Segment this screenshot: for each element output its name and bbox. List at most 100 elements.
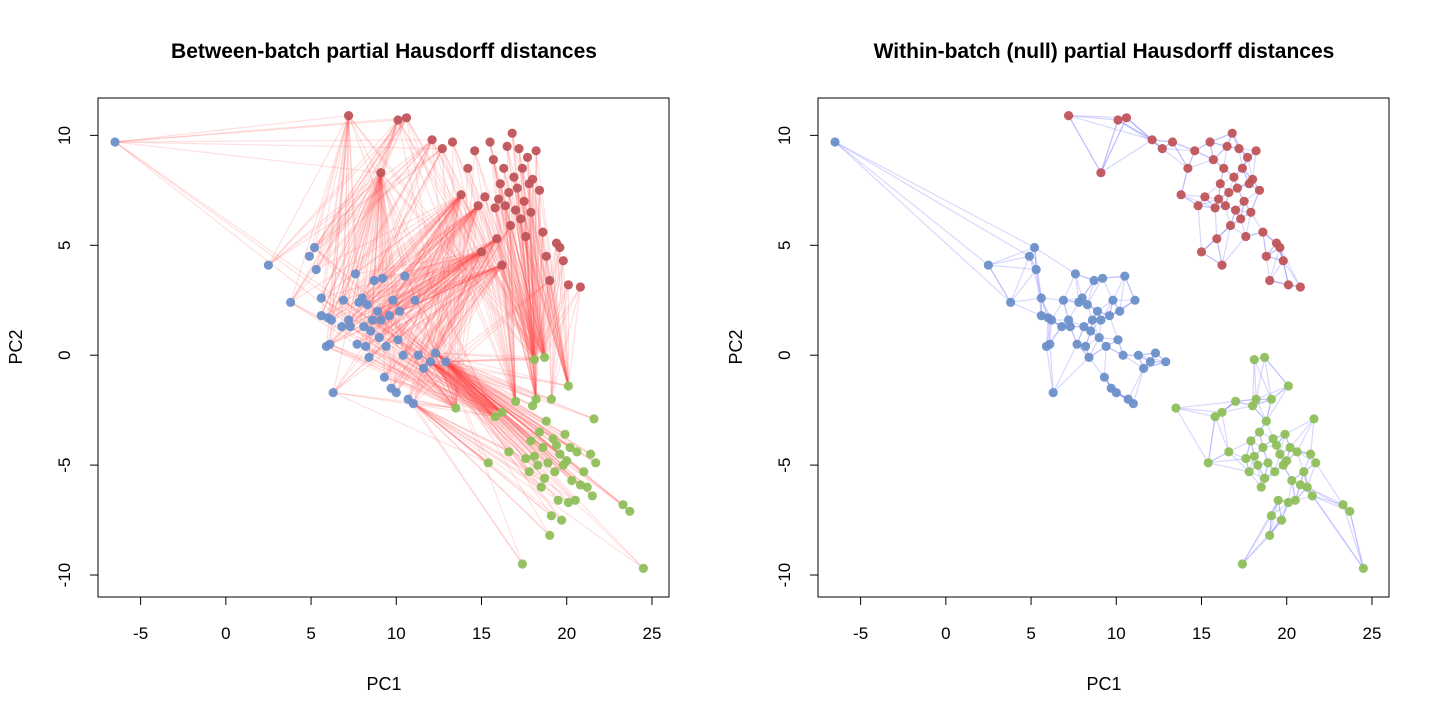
x-tick-label: -5 [133, 624, 148, 643]
distance-line [382, 251, 482, 279]
distance-line [533, 284, 569, 360]
distance-line [523, 201, 569, 387]
distance-line [525, 236, 535, 360]
distance-line [511, 133, 535, 360]
data-point [529, 355, 539, 365]
data-point [1241, 453, 1251, 464]
data-point [536, 482, 546, 492]
data-point [490, 203, 500, 213]
data-point [1222, 141, 1232, 151]
distance-line [429, 205, 479, 362]
distance-line [1119, 276, 1126, 312]
distance-line [423, 367, 496, 418]
data-point [350, 269, 360, 279]
distance-line [372, 238, 498, 321]
data-point [507, 128, 517, 138]
data-point [1036, 293, 1046, 303]
distance-line [397, 264, 503, 341]
distance-line [455, 205, 479, 409]
distance-line [326, 345, 496, 418]
distance-line [356, 264, 503, 345]
data-point [1275, 242, 1285, 253]
distance-line [445, 361, 540, 433]
data-point [1118, 350, 1128, 360]
distance-line [513, 176, 569, 387]
data-point [1048, 388, 1058, 398]
data-point [263, 260, 273, 270]
distance-line [508, 192, 546, 358]
distance-line [501, 264, 546, 358]
data-point [1171, 403, 1181, 413]
distance-line [445, 238, 498, 363]
distance-line [423, 368, 457, 409]
data-point [1079, 322, 1089, 332]
distance-line [1068, 115, 1119, 121]
distance-line [434, 194, 462, 354]
data-point [1251, 146, 1261, 156]
data-point [1217, 260, 1227, 270]
distance-line [267, 115, 350, 266]
y-tick-label: 5 [775, 241, 794, 250]
data-point [1208, 155, 1218, 165]
data-point [1246, 207, 1256, 217]
data-point [1256, 482, 1266, 492]
distance-line [430, 361, 549, 464]
distance-line [544, 260, 564, 358]
data-point [510, 396, 521, 406]
distance-line [366, 172, 382, 305]
distance-line [397, 119, 546, 358]
distance-line [445, 361, 527, 459]
distance-line [367, 238, 498, 306]
data-point [485, 137, 495, 147]
data-point [381, 341, 391, 351]
distance-line [412, 403, 552, 517]
distance-line [412, 403, 644, 569]
data-point [1087, 315, 1097, 325]
distance-line [356, 172, 382, 345]
data-point [425, 357, 435, 367]
distance-line [530, 212, 537, 400]
distance-line [377, 310, 457, 409]
distance-line [435, 352, 545, 358]
distance-line [435, 352, 552, 400]
data-point [517, 559, 528, 569]
distance-line [455, 251, 483, 409]
distance-line [397, 119, 535, 360]
distance-line [1221, 412, 1230, 453]
distance-line [435, 352, 535, 457]
data-point [1283, 497, 1293, 508]
distance-line [1241, 500, 1279, 565]
distance-line [1311, 495, 1364, 569]
distance-line [412, 280, 551, 405]
distance-line [430, 361, 516, 402]
distance-line [320, 119, 399, 299]
distance-line [498, 198, 537, 400]
x-tick-label: 0 [941, 624, 950, 643]
distance-line [417, 205, 479, 356]
distance-line [555, 243, 569, 387]
distance-line [434, 205, 479, 354]
distance-line [1052, 343, 1078, 393]
data-point [1232, 183, 1242, 193]
distance-line [504, 205, 537, 400]
distance-line [445, 361, 571, 448]
data-point [1236, 214, 1246, 224]
distance-line [445, 361, 532, 442]
distance-line [380, 172, 401, 312]
distance-line [315, 172, 382, 270]
data-point [1237, 559, 1247, 569]
distance-line [429, 361, 535, 457]
distance-line [372, 319, 496, 418]
data-point [1260, 473, 1270, 483]
distance-line [368, 205, 479, 358]
distance-line [348, 251, 482, 321]
distance-line [520, 218, 569, 387]
data-point [524, 467, 534, 477]
distance-line [525, 236, 537, 400]
distance-line [313, 119, 399, 248]
distance-line [494, 207, 535, 360]
distance-line [474, 150, 535, 360]
distance-line [445, 264, 503, 363]
data-point [463, 163, 473, 173]
distance-line [445, 361, 510, 453]
